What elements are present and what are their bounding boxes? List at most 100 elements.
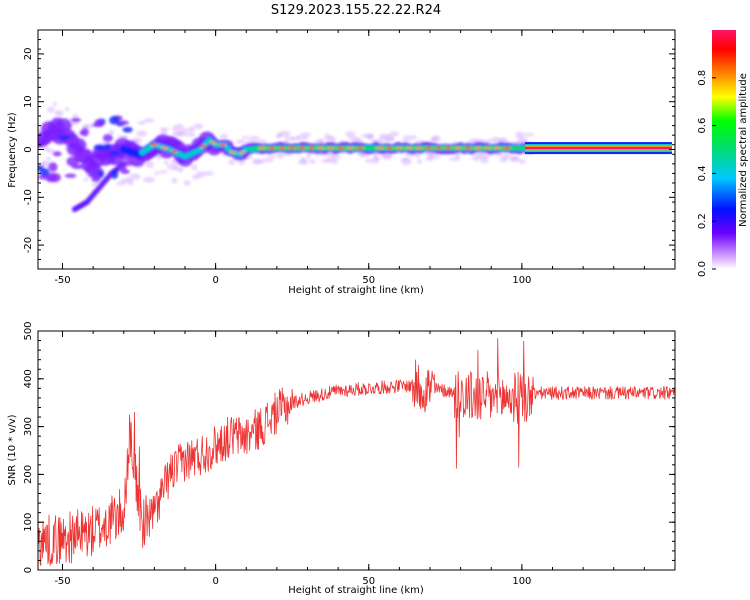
spectrogram-cell: [491, 136, 499, 144]
spectrogram-cell: [268, 146, 276, 150]
spectrogram-cell: [79, 130, 86, 136]
spectrogram-cell: [386, 153, 393, 159]
spectrogram-cell: [171, 177, 178, 184]
spectrogram-cell: [228, 158, 236, 165]
spectrogram-cell: [444, 146, 452, 150]
spectrogram-cell: [125, 177, 133, 183]
spectrogram-cell: [45, 172, 56, 183]
spectrogram-cell: [90, 168, 102, 173]
spectrogram-cell: [93, 144, 106, 151]
spectrogram-cell: [159, 127, 170, 131]
spectrogram-cell: [48, 162, 58, 172]
snr-frame: [37, 330, 676, 571]
spectrogram-cell: [241, 135, 250, 139]
spectrogram-cell: [348, 136, 361, 142]
spectrogram-cell: [365, 158, 372, 164]
spectrogram-cell: [191, 164, 198, 171]
spectrogram-cell: [356, 146, 364, 150]
spectrogram-cell: [317, 146, 325, 150]
spectrogram-cell: [295, 135, 302, 139]
figure-title: S129.2023.155.22.22.R24: [271, 3, 441, 18]
spectrogram-cell: [376, 146, 384, 150]
spectrogram-cell: [417, 159, 423, 165]
spectrogram-cell: [109, 129, 115, 136]
snr-ticks: -50 0 50 100 0 100 200 300 400 500: [23, 321, 676, 587]
x-tick-label: 50: [362, 576, 375, 587]
spectrogram-cell: [455, 153, 461, 159]
spectrogram-cell: [160, 146, 168, 150]
spectrogram-cell: [275, 133, 281, 140]
spectrogram-cell: [64, 107, 70, 112]
spectrogram-cell: [58, 135, 70, 141]
spectrogram-cell: [99, 161, 111, 166]
spectrogram-cell: [297, 160, 309, 164]
spectrogram-cell: [219, 143, 227, 147]
spectrogram-cell: [71, 164, 84, 170]
y-tick-label: 10: [23, 95, 34, 108]
spectrogram-cell: [52, 101, 58, 107]
spectrogram-cell: [130, 173, 141, 181]
y-tick-label: 400: [23, 369, 34, 388]
spectrogram-cell: [285, 136, 295, 141]
spectrogram-cell: [493, 146, 501, 150]
spectrogram-cell: [401, 138, 412, 142]
spectrogram-cell: [288, 146, 296, 150]
spectrogram-cell: [267, 154, 278, 158]
spectrogram-cell: [47, 106, 55, 113]
spectrogram-cell: [184, 132, 196, 137]
colorbar-label: Normalized spectral amplitude: [738, 73, 749, 227]
x-tick-label: 100: [512, 275, 531, 286]
spectrogram-cell: [370, 157, 380, 164]
spectrogram-cell: [154, 171, 159, 175]
spectrogram-cell: [196, 170, 206, 178]
x-tick-label: 100: [512, 576, 531, 587]
spectrogram-cell: [193, 123, 204, 130]
spectrogram-cell: [74, 152, 86, 161]
spectrogram-cell: [237, 159, 246, 165]
spectrogram-cell: [111, 169, 119, 180]
colorbar-gradient: [712, 30, 736, 269]
spectrogram-cell: [306, 152, 312, 159]
spectrogram-cell: [258, 146, 266, 150]
spectrogram-ylabel: Frequency (Hz): [7, 112, 18, 188]
snr-ylabel: SNR (10 * v/v): [7, 414, 18, 485]
spectrogram-cell: [331, 159, 339, 164]
spectrogram-cell: [209, 141, 217, 145]
spectrogram-cell: [400, 158, 412, 166]
spectrogram-cell: [283, 152, 293, 157]
spectrogram-cell: [388, 131, 400, 137]
spectrogram-cell: [515, 131, 524, 139]
y-tick-label: 0: [23, 146, 34, 152]
y-tick-label: -20: [23, 237, 34, 253]
spectrogram-cell: [307, 146, 315, 150]
colorbar-tick-label: 0.0: [697, 261, 708, 277]
spectrogram-cell: [435, 155, 440, 159]
spectrogram-cell: [471, 154, 481, 162]
spectrogram-cell: [299, 132, 311, 137]
colorbar-tick-label: 0.6: [697, 118, 708, 134]
spectrogram-cell: [386, 146, 394, 150]
x-tick-label: 0: [212, 576, 218, 587]
spectrogram-cell: [403, 135, 412, 139]
spectrogram-cell: [52, 117, 64, 122]
spectrogram-cell: [170, 150, 178, 153]
spectrogram-cell: [371, 139, 383, 143]
spectrogram-cell: [278, 146, 286, 150]
spectrogram-cell: [301, 157, 306, 161]
spectrogram-cell: [435, 146, 443, 150]
spectrogram-cell: [484, 146, 492, 150]
spectrogram-cell: [83, 177, 89, 182]
spectrogram-cell: [224, 145, 231, 151]
spectrogram-cell: [373, 152, 379, 159]
spectrogram-cell: [277, 152, 284, 159]
spectrogram-cell: [122, 160, 134, 167]
spectrogram-cell: [309, 159, 316, 164]
y-tick-label: 20: [23, 48, 34, 61]
spectrogram-cell: [487, 138, 492, 144]
spectrogram-cell: [522, 133, 535, 137]
spectrogram-cell: [327, 136, 337, 142]
spectrogram-cell: [103, 143, 111, 151]
spectrogram-cell: [337, 146, 345, 150]
y-tick-label: 300: [23, 417, 34, 436]
spectrogram-cell: [166, 164, 179, 171]
